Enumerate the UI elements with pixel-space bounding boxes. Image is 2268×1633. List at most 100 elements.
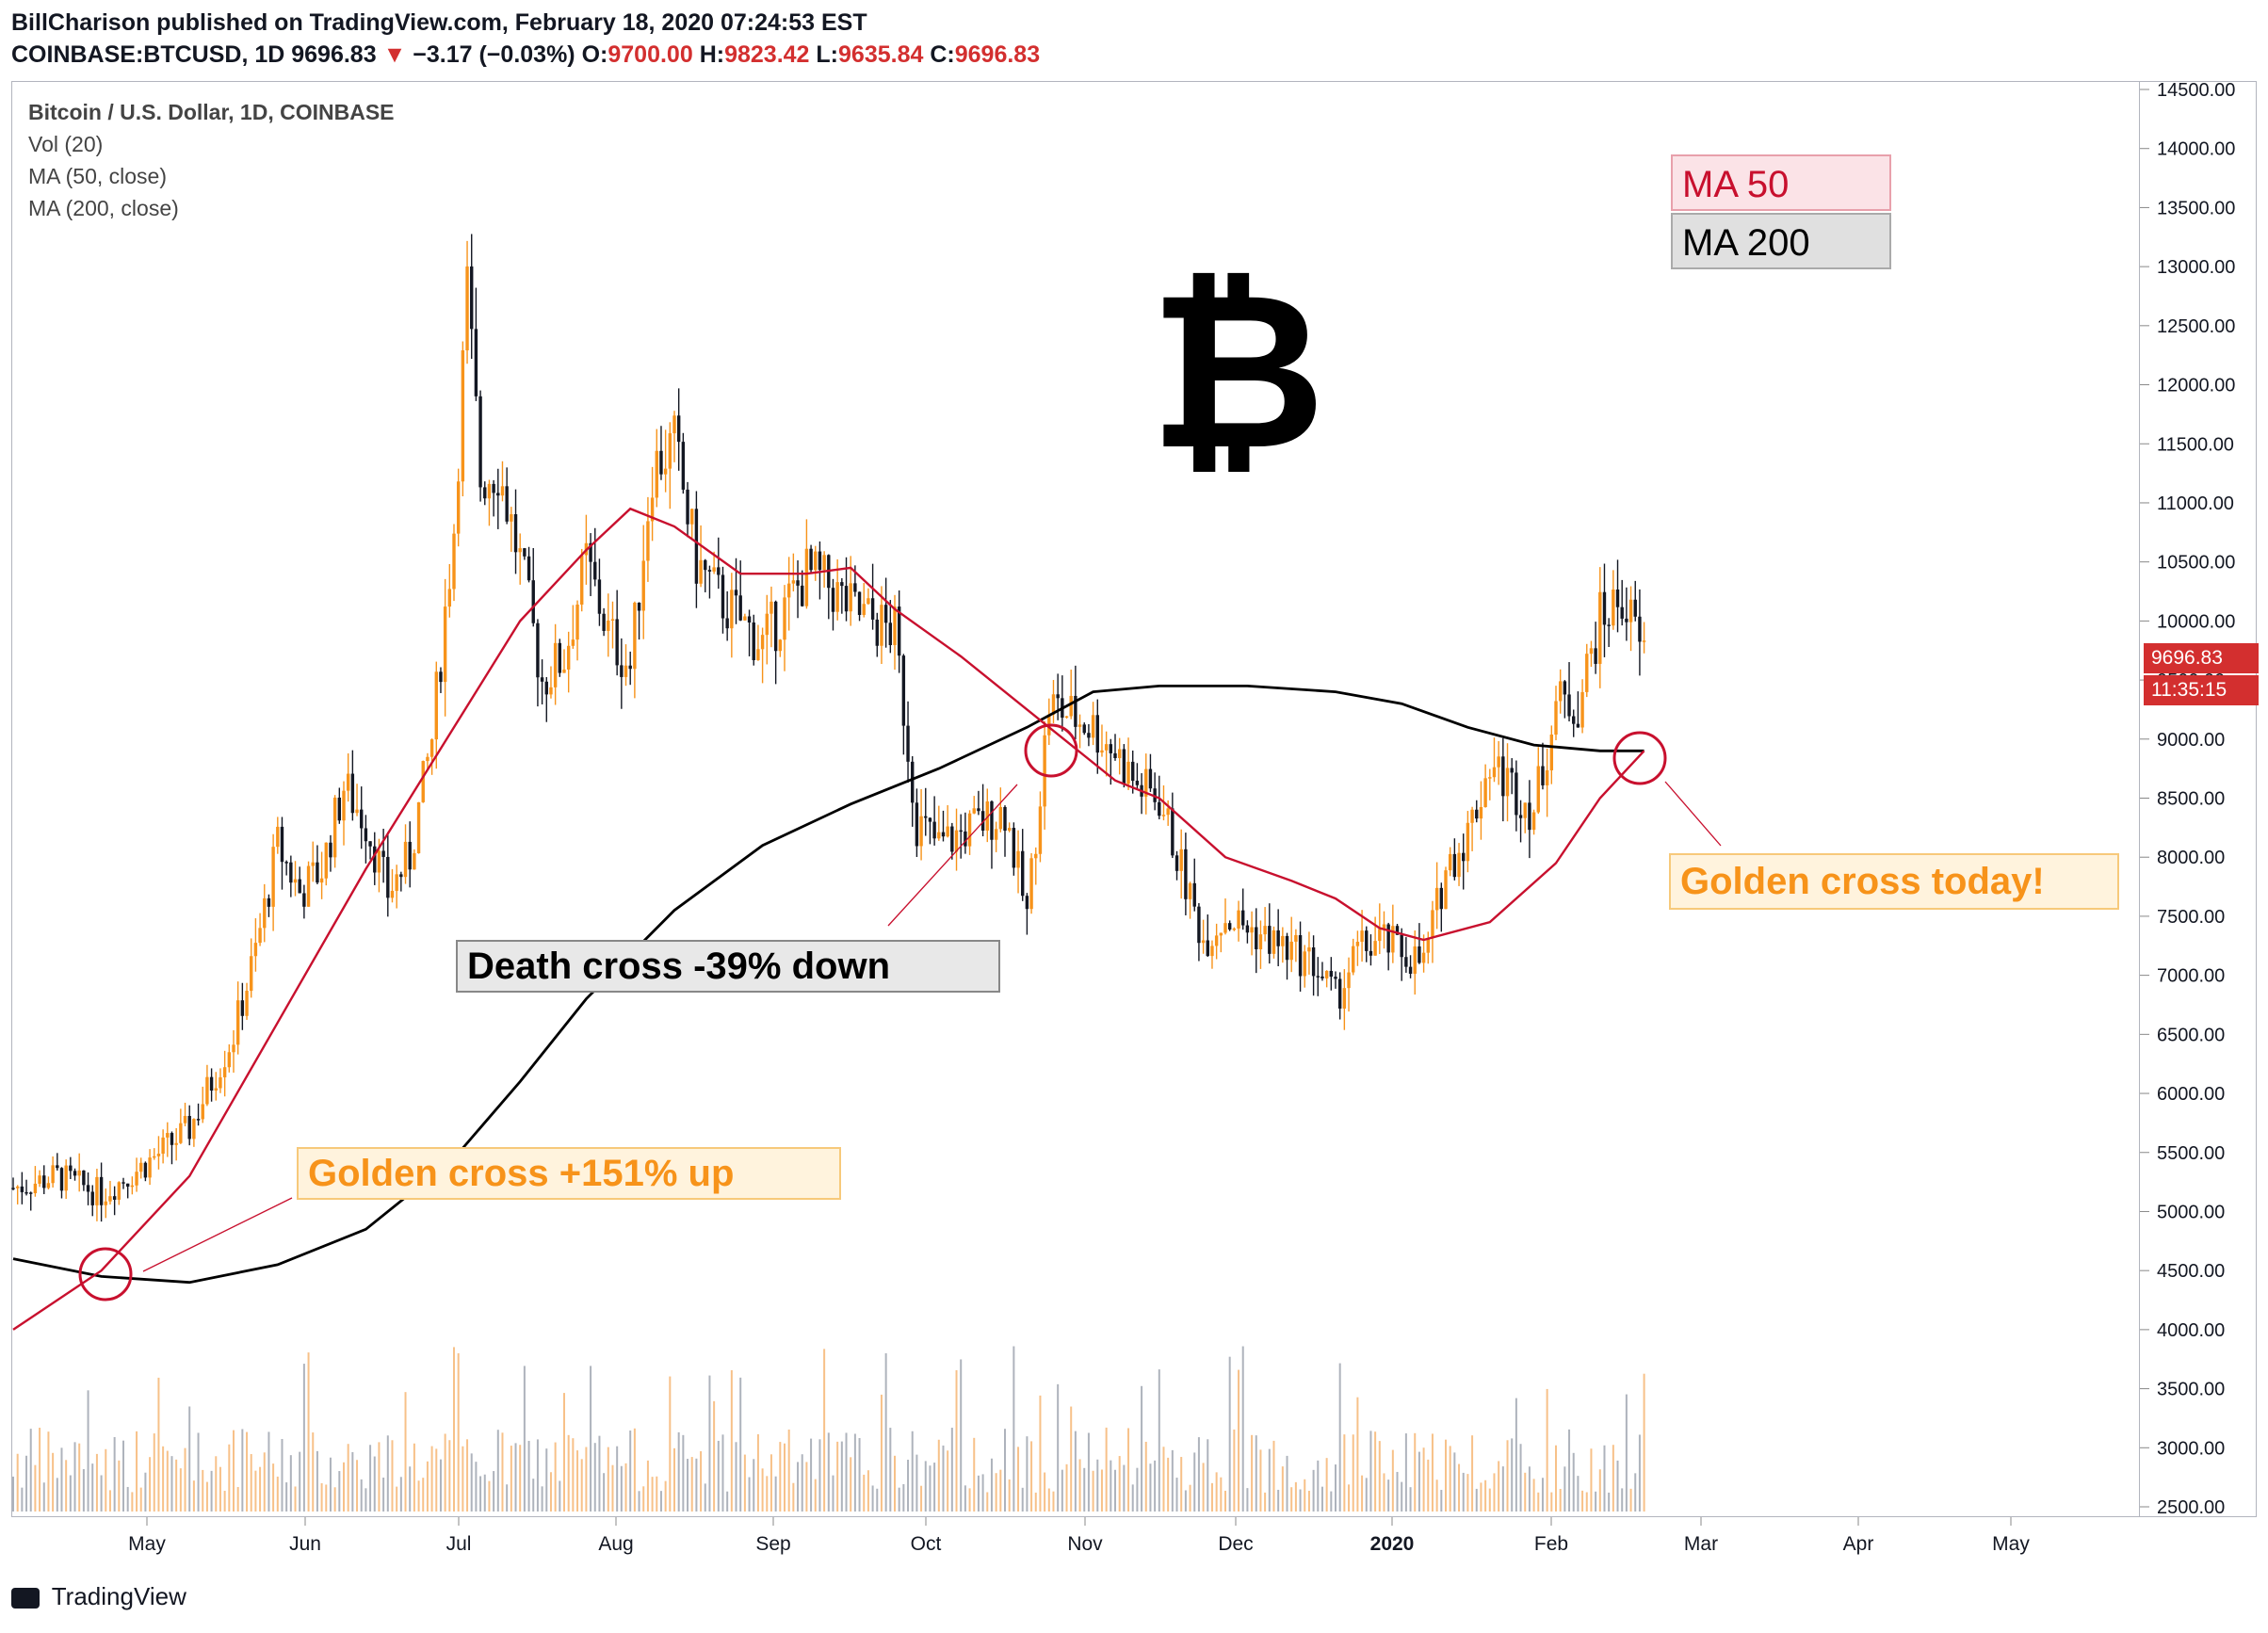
volume-bar <box>876 1488 879 1512</box>
volume-bar <box>157 1377 160 1512</box>
candle-body <box>620 665 624 677</box>
volume-bar <box>25 1455 28 1512</box>
candle-body <box>610 619 615 621</box>
candle-body <box>413 853 416 870</box>
candle-body <box>924 816 928 818</box>
volume-bar <box>514 1443 517 1512</box>
volume-bar <box>902 1483 905 1512</box>
candle-body <box>1184 849 1188 899</box>
candle-body <box>1369 950 1373 956</box>
chart-pane[interactable] <box>11 81 2140 1517</box>
candle-body <box>253 943 258 957</box>
candle-body <box>1400 934 1403 958</box>
candle-body <box>1223 923 1227 933</box>
candle-body <box>1589 648 1594 655</box>
candle-body <box>835 582 839 612</box>
volume-bar <box>673 1447 675 1512</box>
candle-body <box>51 1165 55 1184</box>
volume-bar <box>704 1483 706 1512</box>
y-tick-label: 8000.00 <box>2157 848 2225 868</box>
low-label: L: <box>816 41 839 68</box>
volume-bar <box>1572 1452 1575 1512</box>
candle-body <box>849 583 852 612</box>
volume-bar <box>409 1466 412 1512</box>
ma50-label-box[interactable]: MA 50 <box>1671 154 1891 211</box>
candle-body <box>148 1157 152 1178</box>
volume-bar <box>149 1457 152 1512</box>
volume-bar <box>633 1428 636 1512</box>
volume-bar <box>646 1460 649 1512</box>
volume-bar <box>1603 1445 1606 1512</box>
volume-bar <box>1052 1491 1055 1512</box>
candle-body <box>1012 828 1016 868</box>
volume-bar <box>1259 1449 1262 1512</box>
volume-bar <box>867 1470 869 1512</box>
candle-body <box>399 874 403 878</box>
death-cross-label[interactable]: Death cross -39% down <box>456 940 1000 993</box>
volume-bar <box>1396 1471 1399 1512</box>
candle-body <box>870 598 875 620</box>
volume-bar <box>611 1464 614 1512</box>
candle-body <box>911 761 915 803</box>
candle-body <box>867 598 870 605</box>
x-tick-label: Aug <box>598 1533 633 1555</box>
x-tick-label: Dec <box>1218 1533 1253 1555</box>
high-value: 9823.42 <box>724 41 810 68</box>
candle-body <box>56 1165 59 1169</box>
volume-bar <box>100 1475 103 1512</box>
ma200-label-box[interactable]: MA 200 <box>1671 213 1891 269</box>
footer-brand[interactable]: TradingView <box>11 1582 186 1611</box>
volume-bar <box>241 1429 244 1512</box>
candle-body <box>306 865 311 907</box>
candle-body <box>170 1133 174 1145</box>
volume-bar <box>91 1463 94 1512</box>
candle-body <box>694 509 699 584</box>
volume-bar <box>1131 1484 1134 1512</box>
ma50-line <box>12 507 1645 1331</box>
last-price: 9696.83 <box>291 41 377 68</box>
volume-bar <box>1065 1463 1068 1512</box>
volume-bar <box>907 1460 910 1512</box>
candle-body <box>580 555 584 605</box>
volume-bar <box>950 1428 953 1512</box>
candle-body <box>725 618 729 629</box>
golden-cross-up-label[interactable]: Golden cross +151% up <box>297 1147 841 1200</box>
y-tick-label: 10500.00 <box>2157 553 2235 574</box>
candle-body <box>633 602 637 670</box>
volume-bar <box>1171 1449 1174 1512</box>
volume-bar <box>766 1476 769 1512</box>
volume-bar <box>593 1443 596 1512</box>
volume-bar <box>1228 1356 1231 1512</box>
volume-bar <box>687 1459 689 1512</box>
volume-bar <box>1312 1469 1315 1512</box>
volume-bar <box>915 1454 918 1512</box>
golden-cross-today-label[interactable]: Golden cross today! <box>1669 853 2119 910</box>
candle-body <box>1161 815 1166 816</box>
candle-body <box>271 847 275 907</box>
price-axis[interactable] <box>2140 81 2257 1517</box>
candle-body <box>959 830 963 833</box>
candle-body <box>954 830 959 852</box>
volume-bar <box>1595 1491 1597 1512</box>
volume-bar <box>968 1488 971 1512</box>
candle-body <box>738 595 742 621</box>
volume-bar <box>1493 1473 1496 1512</box>
candle-body <box>1418 946 1421 963</box>
candle-body <box>434 671 438 740</box>
candle-body <box>452 533 456 590</box>
y-tick-label: 13500.00 <box>2157 198 2235 218</box>
volume-bar <box>259 1466 262 1512</box>
candle-body <box>302 893 306 907</box>
volume-bar <box>1638 1434 1641 1512</box>
y-axis-ticks: 14500.00 14000.00 13500.00 13000.00 12500.00… <box>2140 80 2235 1518</box>
candle-body <box>704 559 707 571</box>
candle-body <box>1051 694 1056 715</box>
candle-body <box>416 801 421 854</box>
volume-bar <box>219 1466 221 1512</box>
volume-bar <box>205 1481 208 1512</box>
candle-body <box>298 879 301 894</box>
volume-bar <box>1114 1469 1116 1512</box>
candle-body <box>95 1176 99 1205</box>
candle-body <box>526 556 531 581</box>
candle-body <box>773 601 778 652</box>
